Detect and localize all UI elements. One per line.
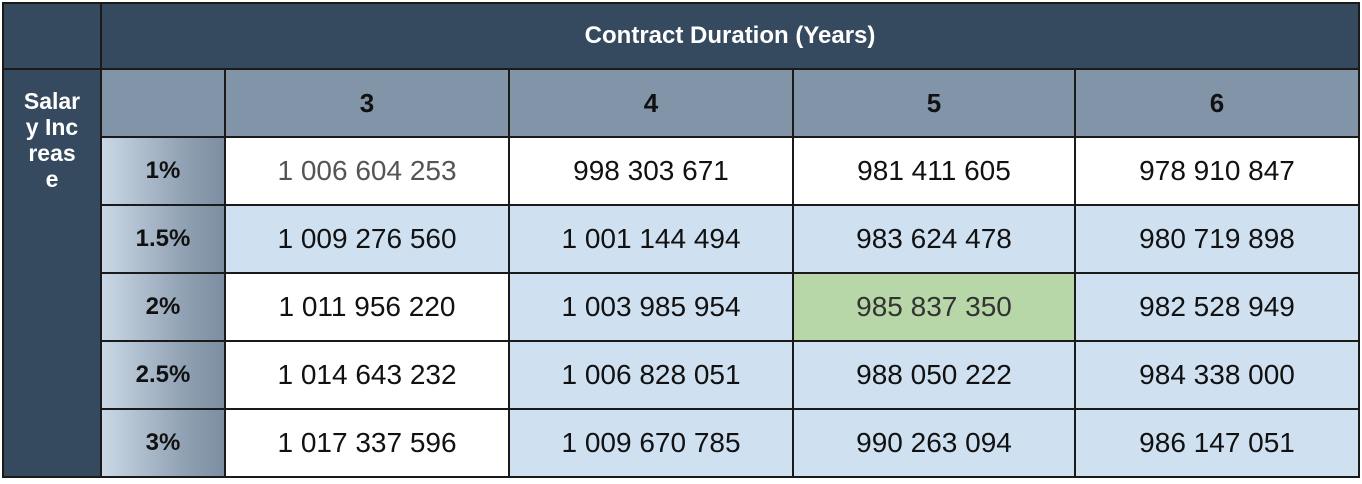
table-cell: 1 009 670 785 bbox=[508, 408, 794, 478]
row-axis-title: Salary Increase bbox=[2, 68, 102, 478]
table-cell: 1 014 643 232 bbox=[224, 340, 510, 410]
corner-cell bbox=[2, 2, 102, 70]
table-cell: 1 006 604 253 bbox=[224, 136, 510, 206]
column-header-blank bbox=[100, 68, 226, 138]
table-cell: 1 011 956 220 bbox=[224, 272, 510, 342]
table-cell: 1 001 144 494 bbox=[508, 204, 794, 274]
table-title: Contract Duration (Years) bbox=[99, 2, 1361, 70]
row-axis-title-text: Salary Increase bbox=[23, 88, 81, 192]
row-header: 1.5% bbox=[100, 204, 226, 274]
row-header: 1% bbox=[100, 136, 226, 206]
table-cell: 998 303 671 bbox=[508, 136, 794, 206]
table-cell: 982 528 949 bbox=[1073, 272, 1361, 342]
column-header-4: 4 bbox=[508, 68, 794, 138]
table-cell: 980 719 898 bbox=[1073, 204, 1361, 274]
highlighted-cell: 985 837 350 bbox=[792, 272, 1076, 342]
table-cell: 986 147 051 bbox=[1073, 408, 1361, 478]
table-cell: 984 338 000 bbox=[1073, 340, 1361, 410]
table-cell: 988 050 222 bbox=[792, 340, 1076, 410]
table-row: 2.5% 1 014 643 232 1 006 828 051 988 050… bbox=[3, 340, 1361, 410]
column-header-5: 5 bbox=[792, 68, 1076, 138]
table-cell: 990 263 094 bbox=[792, 408, 1076, 478]
table-cell: 1 017 337 596 bbox=[224, 408, 510, 478]
table-cell: 1 009 276 560 bbox=[224, 204, 510, 274]
table-cell: 1 006 828 051 bbox=[508, 340, 794, 410]
table-row: 2% 1 011 956 220 1 003 985 954 985 837 3… bbox=[3, 272, 1361, 342]
row-header: 3% bbox=[100, 408, 226, 478]
table-cell: 1 003 985 954 bbox=[508, 272, 794, 342]
table-row: 1% 1 006 604 253 998 303 671 981 411 605… bbox=[3, 136, 1361, 206]
row-header: 2% bbox=[100, 272, 226, 342]
table-cell: 981 411 605 bbox=[792, 136, 1076, 206]
table-row: 3% 1 017 337 596 1 009 670 785 990 263 0… bbox=[3, 408, 1361, 478]
column-header-6: 6 bbox=[1073, 68, 1361, 138]
table-cell: 983 624 478 bbox=[792, 204, 1076, 274]
table-cell: 978 910 847 bbox=[1073, 136, 1361, 206]
row-header: 2.5% bbox=[100, 340, 226, 410]
table-row: 1.5% 1 009 276 560 1 001 144 494 983 624… bbox=[3, 204, 1361, 274]
column-header-3: 3 bbox=[224, 68, 510, 138]
